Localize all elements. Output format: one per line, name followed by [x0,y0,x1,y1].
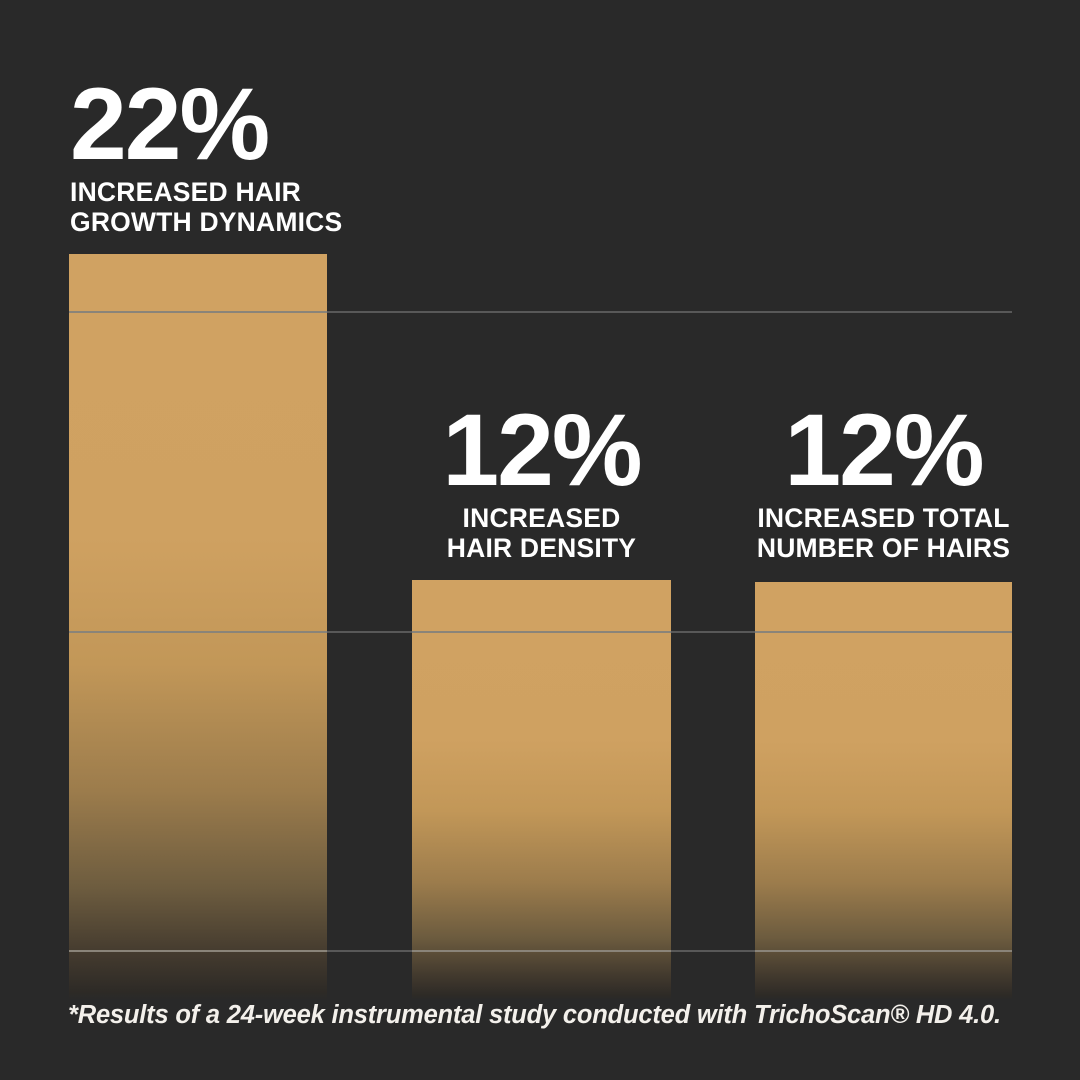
stat-percent-value: 22% [70,67,270,181]
stat-label: INCREASED HAIR DENSITY [446,502,637,563]
bar-hair-density [412,580,671,1000]
stat-block-hair-growth-dynamics: 22% INCREASED HAIR GROWTH DYNAMICS [70,67,343,237]
footnote-text: *Results of a 24-week instrumental study… [68,1001,1001,1029]
stat-percent-value: 12% [784,393,984,507]
stat-percent-value: 12% [442,393,642,507]
stat-block-total-number-of-hairs: 12% INCREASED TOTAL NUMBER OF HAIRS [740,393,1027,563]
gridline-lower-over-bar3 [755,950,1012,952]
bar-total-number-of-hairs [755,582,1012,1000]
gridline-middle-over-bar3 [755,631,1012,633]
gridline-upper [69,311,1012,313]
gridline-middle-over-bar1 [69,631,327,633]
bar-hair-growth-dynamics [69,254,327,1000]
gridline-middle-over-bar2 [412,631,671,633]
gridline-upper-over-bar1 [69,311,327,313]
gridline-lower-over-bar2 [412,950,671,952]
stat-label: INCREASED TOTAL NUMBER OF HAIRS [756,502,1011,563]
stat-block-hair-density: 12% INCREASED HAIR DENSITY [412,393,671,563]
gridline-lower-over-bar1 [69,950,327,952]
gridline-lower [69,950,1012,952]
stat-label: INCREASED HAIR GROWTH DYNAMICS [70,176,343,237]
gridline-middle [69,631,1012,633]
